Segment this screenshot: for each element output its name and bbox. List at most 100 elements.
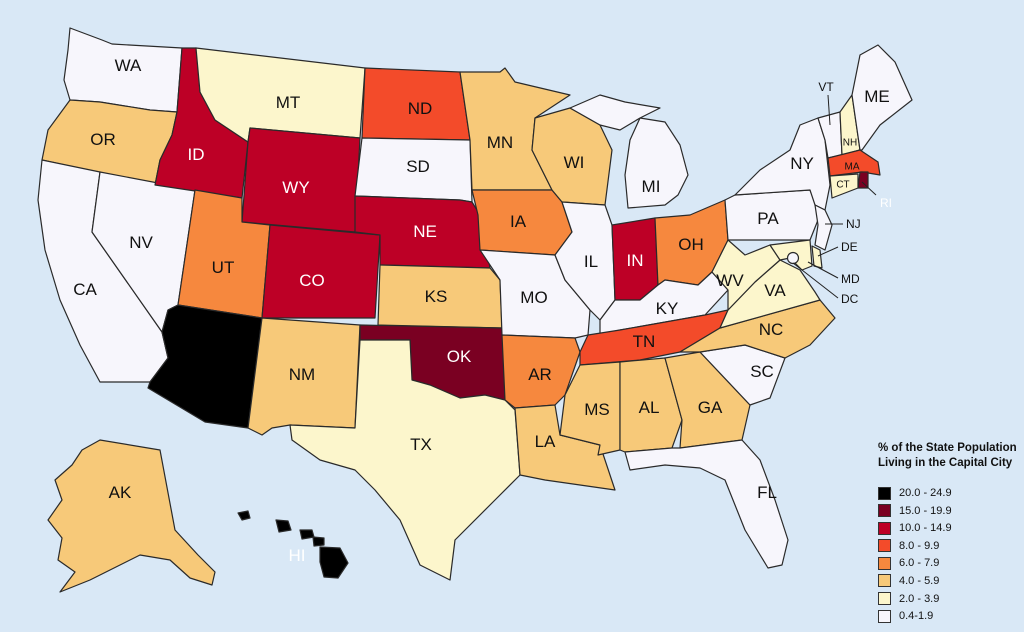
label-MD: MD — [841, 272, 860, 286]
label-WA: WA — [114, 56, 142, 75]
label-PA: PA — [757, 209, 779, 228]
legend-label: 0.4-1.9 — [899, 610, 934, 623]
legend-swatch — [878, 486, 891, 500]
state-DC[interactable] — [786, 251, 800, 265]
label-MI: MI — [641, 177, 661, 196]
state-MIup[interactable] — [569, 94, 661, 131]
legend-label: 8.0 - 9.9 — [899, 539, 940, 552]
label-ME: ME — [864, 87, 890, 106]
label-ID: ID — [187, 145, 205, 164]
label-AL: AL — [638, 398, 660, 417]
label-SD: SD — [406, 157, 430, 176]
label-NV: NV — [129, 233, 153, 252]
state-MI[interactable] — [624, 117, 689, 209]
legend-swatch — [878, 521, 891, 535]
label-AR: AR — [528, 365, 552, 384]
label-CO: CO — [299, 271, 325, 290]
label-ND: ND — [407, 99, 433, 118]
label-FL: FL — [757, 483, 777, 502]
label-DC: DC — [841, 292, 859, 306]
state-CT[interactable] — [829, 173, 859, 199]
state-NM[interactable] — [247, 317, 361, 436]
state-AR[interactable] — [501, 334, 581, 409]
label-MN: MN — [486, 133, 514, 152]
label-VA: VA — [764, 281, 786, 300]
label-MT: MT — [275, 93, 301, 112]
legend-label: 15.0 - 19.9 — [899, 504, 952, 517]
label-NC: NC — [758, 320, 784, 339]
legend-item: 20.0 - 24.9 — [878, 485, 1024, 501]
label-OK: OK — [446, 347, 472, 366]
label-LA: LA — [534, 432, 556, 451]
legend-swatch — [878, 504, 891, 518]
label-IA: IA — [509, 212, 527, 231]
label-IN: IN — [626, 251, 644, 270]
state-HI-d[interactable] — [312, 536, 325, 547]
legend-swatch — [878, 609, 891, 623]
state-HI-b[interactable] — [275, 519, 292, 533]
state-FL[interactable] — [624, 439, 789, 569]
label-IL: IL — [583, 252, 599, 271]
label-SC: SC — [750, 362, 774, 381]
label-NE: NE — [413, 222, 437, 241]
state-TX[interactable] — [289, 339, 521, 581]
label-NM: NM — [288, 365, 316, 384]
label-CT: CT — [836, 179, 850, 191]
state-CO[interactable] — [261, 224, 381, 319]
label-WV: WV — [716, 271, 744, 290]
state-HI-a[interactable] — [237, 510, 251, 521]
state-NC[interactable] — [679, 299, 836, 359]
state-IL[interactable] — [554, 201, 616, 321]
label-DE: DE — [841, 240, 858, 254]
label-VT: VT — [818, 80, 834, 94]
label-NJ: NJ — [846, 217, 861, 231]
label-CA: CA — [73, 280, 97, 299]
legend-label: 6.0 - 7.9 — [899, 557, 940, 570]
label-WY: WY — [282, 178, 310, 197]
legend-swatch — [878, 574, 891, 588]
label-OH: OH — [678, 235, 704, 254]
label-KY: KY — [655, 299, 679, 318]
legend-item: 0.4-1.9 — [878, 608, 1024, 624]
state-DE[interactable] — [811, 245, 823, 269]
legend-label: 20.0 - 24.9 — [899, 487, 952, 499]
label-GA: GA — [697, 398, 723, 417]
legend: % of the State Population Living in the … — [878, 441, 1024, 626]
legend-swatch — [878, 539, 891, 553]
state-HI-e[interactable] — [319, 546, 349, 579]
label-NY: NY — [790, 154, 814, 173]
label-TN: TN — [632, 332, 656, 351]
leader-lines — [792, 94, 877, 299]
label-AK: AK — [108, 483, 132, 502]
label-MO: MO — [520, 288, 548, 307]
label-KS: KS — [424, 287, 448, 306]
label-OR: OR — [90, 130, 116, 149]
label-HI: HI — [288, 546, 306, 565]
label-RI: RI — [880, 196, 892, 210]
label-TX: TX — [410, 435, 432, 454]
legend-item: 4.0 - 5.9 — [878, 573, 1024, 589]
label-MS: MS — [584, 400, 610, 419]
state-AZ[interactable] — [147, 304, 263, 429]
legend-item: 2.0 - 3.9 — [878, 591, 1024, 607]
legend-title-line2: Living in the Capital City — [878, 457, 1013, 469]
state-NJ[interactable] — [814, 204, 833, 251]
legend-item: 15.0 - 19.9 — [878, 503, 1024, 519]
label-WI: WI — [563, 153, 585, 172]
legend-swatch — [878, 592, 891, 606]
legend-label: 4.0 - 5.9 — [899, 574, 940, 587]
state-HI-c[interactable] — [299, 529, 315, 540]
legend-item: 10.0 - 14.9 — [878, 520, 1024, 536]
state-AK[interactable] — [47, 439, 216, 593]
legend-swatch — [878, 556, 891, 570]
state-LA[interactable] — [514, 404, 616, 491]
label-MA: MA — [844, 161, 860, 173]
legend-item: 8.0 - 9.9 — [878, 538, 1024, 554]
legend-label: 2.0 - 3.9 — [899, 592, 940, 605]
label-NH: NH — [842, 137, 858, 149]
legend-item: 6.0 - 7.9 — [878, 555, 1024, 571]
label-UT: UT — [211, 258, 235, 277]
legend-title-line1: % of the State Population — [878, 442, 1017, 454]
legend-label: 10.0 - 14.9 — [899, 522, 952, 535]
